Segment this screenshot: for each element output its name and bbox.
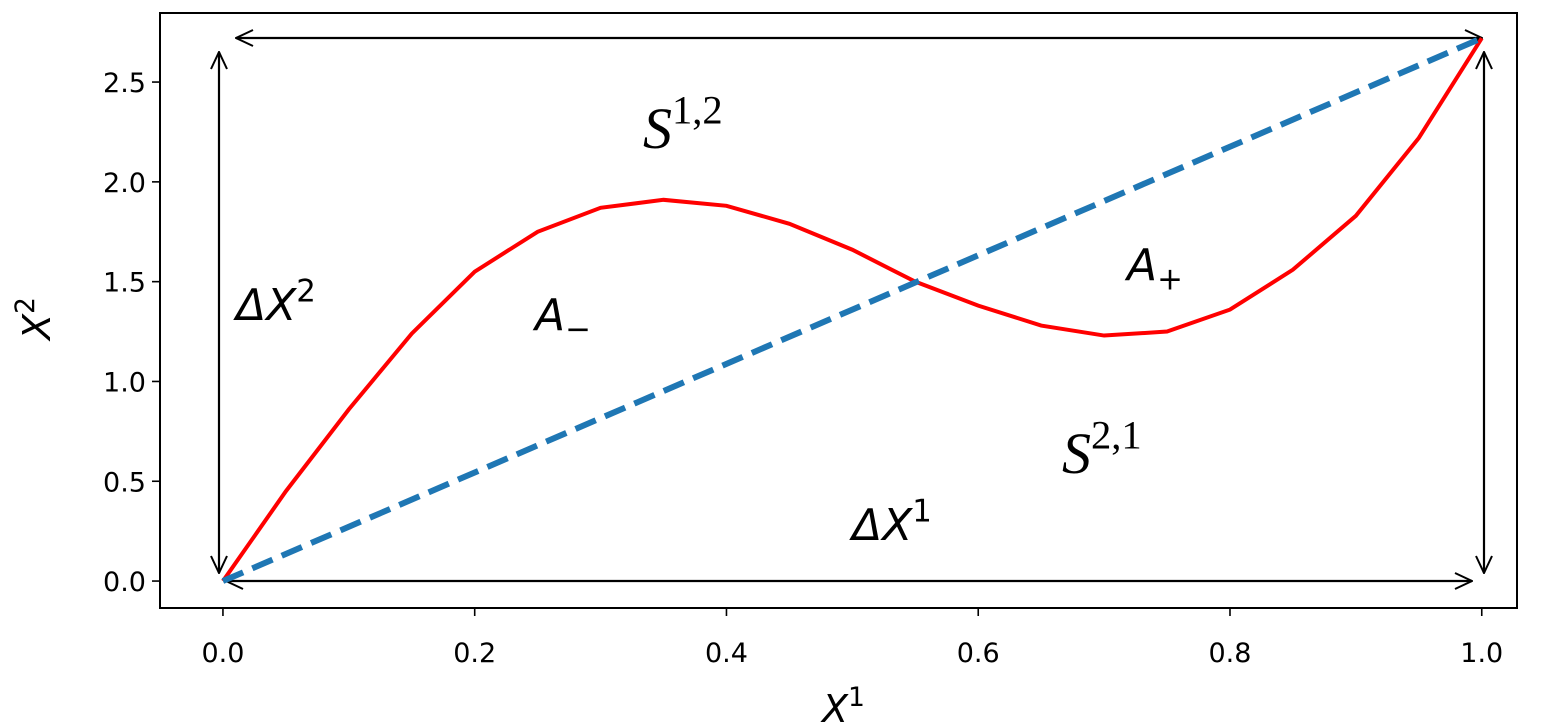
label-base: A (1124, 240, 1157, 291)
x-tick-label: 0.6 (957, 638, 1000, 669)
x-tick-label: 0.4 (705, 638, 748, 669)
label: S2,1 (1062, 413, 1142, 486)
label-base: X (820, 687, 849, 725)
label-sup: 1 (848, 682, 865, 713)
label: A− (532, 290, 591, 348)
label-base: S (1062, 421, 1091, 486)
label: X1 (820, 682, 865, 725)
x-tick-label: 1.0 (1460, 638, 1503, 669)
series-line (221, 35, 1483, 584)
label-sup: 2,1 (1091, 413, 1142, 458)
label-sub: + (1157, 262, 1183, 298)
label-base: X (15, 313, 59, 342)
y-tick-label: 0.0 (103, 567, 146, 598)
label-base: ΔX (849, 500, 913, 551)
label-base: A (532, 290, 565, 341)
label-sup: 2 (10, 297, 41, 314)
label: ΔX1 (849, 494, 932, 551)
label-sup: 1,2 (672, 88, 723, 133)
label: X2 (10, 297, 59, 342)
y-tick-label: 1.5 (103, 268, 146, 299)
y-tick-label: 2.0 (103, 168, 146, 199)
x-tick-label: 0.8 (1209, 638, 1252, 669)
label: S1,2 (643, 88, 723, 161)
label-sup: 2 (296, 274, 316, 310)
label-base: ΔX (233, 280, 297, 331)
label-base: S (643, 96, 672, 161)
plot-frame (159, 12, 1518, 609)
series-line (221, 37, 1484, 583)
x-tick-label: 0.0 (201, 638, 244, 669)
label-sub: − (565, 312, 591, 348)
label: ΔX2 (233, 274, 316, 331)
y-tick-label: 0.5 (103, 467, 146, 498)
y-tick-label: 2.5 (103, 68, 146, 99)
label: A+ (1124, 240, 1183, 298)
label-sup: 1 (912, 494, 932, 530)
arrows (219, 38, 1484, 581)
y-tick-label: 1.0 (103, 367, 146, 398)
x-tick-label: 0.2 (453, 638, 496, 669)
